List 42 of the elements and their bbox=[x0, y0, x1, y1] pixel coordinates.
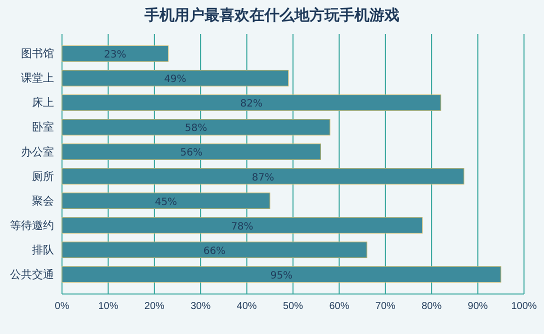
bar bbox=[62, 266, 502, 283]
x-tick-label: 60% bbox=[329, 301, 350, 312]
x-tick-label: 30% bbox=[190, 301, 211, 312]
bar bbox=[62, 119, 330, 136]
y-tick-label: 课堂上 bbox=[21, 72, 54, 85]
y-tick-label: 公共交通 bbox=[10, 268, 54, 281]
x-tick-label: 100% bbox=[511, 301, 537, 312]
x-tick-label: 90% bbox=[468, 301, 488, 312]
data-label: 45% bbox=[154, 196, 178, 208]
bar bbox=[62, 45, 169, 62]
data-label: 66% bbox=[203, 246, 226, 257]
y-tick-label: 卧室 bbox=[32, 120, 54, 134]
bar bbox=[62, 192, 270, 209]
chart-title: 手机用户最喜欢在什么地方玩手机游戏 bbox=[144, 6, 400, 24]
bar bbox=[62, 70, 289, 86]
bar bbox=[62, 242, 368, 258]
bar bbox=[62, 217, 423, 234]
bar bbox=[62, 94, 442, 111]
x-tick-label: 40% bbox=[236, 301, 257, 312]
data-label: 87% bbox=[252, 172, 274, 184]
data-label: 56% bbox=[180, 148, 202, 159]
data-label: 95% bbox=[270, 270, 293, 282]
x-tick-label: 10% bbox=[98, 301, 118, 312]
data-label: 82% bbox=[240, 98, 263, 110]
x-tick-label: 20% bbox=[144, 301, 165, 312]
data-label: 78% bbox=[231, 221, 254, 232]
y-tick-label: 排队 bbox=[32, 244, 54, 256]
bar bbox=[62, 168, 464, 184]
y-tick-label: 厕所 bbox=[32, 170, 54, 183]
data-label: 58% bbox=[184, 123, 208, 134]
y-tick-label: 等待邀约 bbox=[10, 220, 54, 232]
bar bbox=[62, 144, 322, 160]
x-tick-label: 50% bbox=[282, 301, 304, 312]
y-tick-label: 图书馆 bbox=[21, 47, 54, 60]
x-tick-label: 70% bbox=[375, 301, 396, 312]
data-label: 49% bbox=[164, 74, 186, 86]
x-tick-label: 0% bbox=[54, 301, 70, 312]
y-tick-label: 办公室 bbox=[21, 145, 54, 158]
data-label: 23% bbox=[104, 50, 126, 61]
y-tick-label: 聚会 bbox=[32, 195, 54, 208]
x-tick-label: 80% bbox=[422, 301, 442, 312]
y-tick-label: 床上 bbox=[32, 96, 54, 110]
